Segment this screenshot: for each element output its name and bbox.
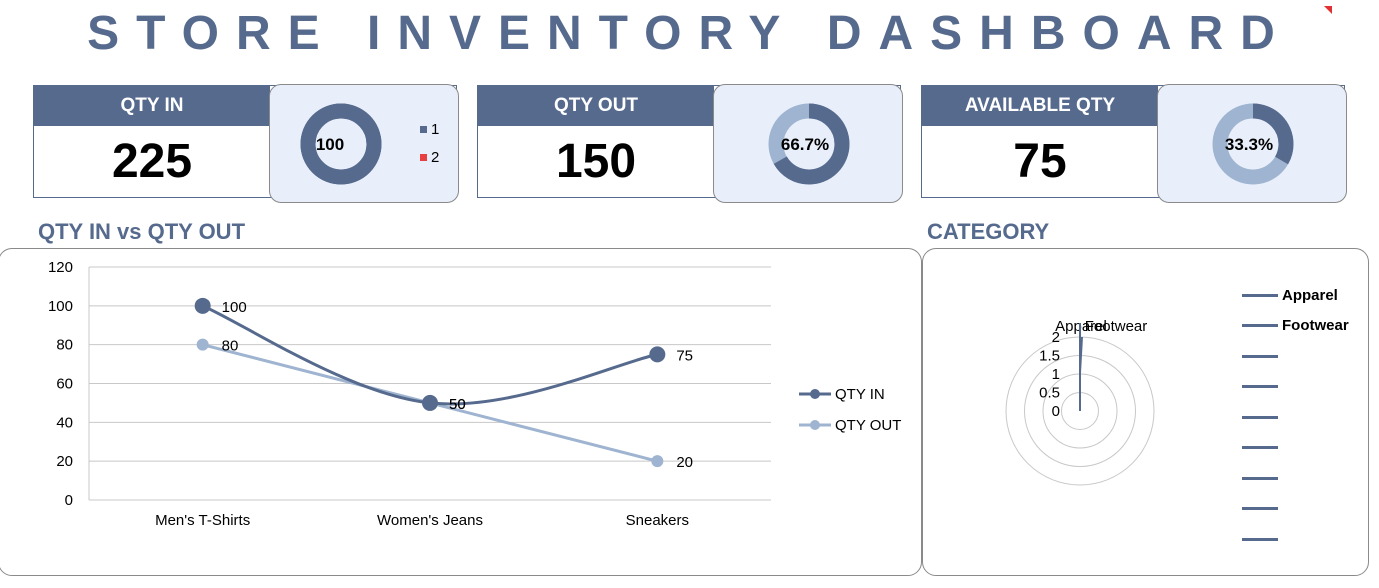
legend-swatch: [420, 126, 427, 133]
y-tick-label: 0: [65, 492, 73, 509]
category-legend-item: [1242, 402, 1349, 433]
legend-line: [1242, 415, 1278, 419]
category-legend-item: Apparel: [1242, 280, 1349, 311]
kpi-qty-out-label: QTY OUT: [478, 86, 714, 126]
donut-legend-item-2: 2: [420, 149, 439, 166]
donut-chart-qty-out: 66.7%: [768, 103, 850, 185]
donut-legend-item-1: 1: [420, 121, 439, 138]
donut-center-label: 33.3%: [1225, 135, 1273, 154]
category-legend-item: [1242, 494, 1349, 525]
legend-marker: [810, 389, 820, 399]
donut-card-qty-in[interactable]: 100 1 2: [269, 84, 459, 203]
radar-tick-label: 1.5: [1039, 348, 1060, 365]
legend-line: [1242, 293, 1278, 297]
donut-card-available-qty[interactable]: 33.3%: [1157, 84, 1347, 203]
legend-line: [1242, 476, 1278, 480]
kpi-qty-out-value: 150: [555, 135, 637, 188]
donut-center-label: 66.7%: [781, 135, 829, 154]
donut-card-qty-out[interactable]: 66.7%: [713, 84, 903, 203]
legend-line: [1242, 385, 1278, 389]
radar-tick-label: 0.5: [1039, 385, 1060, 402]
legend-line: [1242, 537, 1278, 541]
y-tick-label: 60: [56, 376, 73, 393]
y-tick-label: 100: [48, 298, 73, 315]
radar-tick-label: 0: [1052, 403, 1060, 420]
kpi-available-qty-value: 75: [1013, 135, 1067, 188]
donut-chart-available-qty: 33.3%: [1212, 103, 1294, 185]
donut-chart-qty-in: 100: [300, 103, 382, 185]
line-chart-panel[interactable]: 0 20 40 60 80 100 120 Men's T-Shirts Women's Je…: [0, 248, 922, 576]
category-legend-item: Footwear: [1242, 311, 1349, 342]
data-label: 80: [222, 338, 239, 355]
data-label: 75: [676, 347, 693, 364]
y-tick-label: 20: [56, 453, 73, 470]
legend-swatch: [420, 154, 427, 161]
legend-label: 1: [431, 121, 440, 138]
y-tick-label: 80: [56, 337, 73, 354]
data-label: 50: [449, 396, 466, 413]
x-tick-label: Men's T-Shirts: [155, 512, 250, 529]
donut-arc: [300, 103, 382, 185]
kpi-qty-in-value: 225: [111, 135, 193, 188]
legend-label: QTY OUT: [835, 417, 901, 434]
kpi-available-qty-label: AVAILABLE QTY: [922, 86, 1158, 126]
category-legend-item: [1242, 372, 1349, 403]
data-point: [649, 346, 666, 363]
kpi-qty-in-label: QTY IN: [34, 86, 270, 126]
legend-label: Footwear: [1282, 317, 1349, 335]
category-section-title: CATEGORY: [927, 219, 1050, 244]
legend-label: QTY IN: [835, 386, 885, 403]
data-label: 20: [676, 454, 693, 471]
comment-indicator-icon: [1324, 6, 1332, 14]
legend-line: [1242, 324, 1278, 328]
radar-series-line: [1079, 336, 1083, 374]
donut-arc: [1212, 103, 1294, 185]
x-tick-label: Sneakers: [626, 512, 689, 529]
data-point: [422, 394, 438, 411]
dashboard-title: STORE INVENTORY DASHBOARD: [87, 7, 1292, 60]
donut-arc: [768, 103, 850, 185]
category-legend-item: [1242, 341, 1349, 372]
radar-category-label: Footwear: [1085, 318, 1148, 335]
category-legend-item: [1242, 463, 1349, 494]
data-label: 100: [222, 299, 247, 316]
category-legend: Apparel Footwear: [1242, 280, 1349, 555]
category-legend-item: [1242, 524, 1349, 555]
donut-center-label: 100: [316, 135, 344, 154]
legend-label: 2: [431, 149, 440, 166]
series-line-qty-in: [202, 304, 658, 406]
legend-label: Apparel: [1282, 286, 1338, 304]
category-legend-item: [1242, 433, 1349, 464]
data-point: [651, 455, 664, 468]
category-chart-panel[interactable]: 00.5 11.5 2 Apparel Footwear: [922, 248, 1369, 576]
line-chart: 0 20 40 60 80 100 120 Men's T-Shirts Women's Je…: [48, 259, 901, 529]
radar-tick-label: 1: [1052, 366, 1060, 383]
data-label: 50: [449, 396, 466, 413]
legend-line: [1242, 507, 1278, 511]
y-tick-label: 40: [56, 414, 73, 431]
legend-marker: [810, 420, 820, 430]
data-point: [194, 297, 211, 314]
y-tick-label: 120: [48, 259, 73, 276]
legend-line: [1242, 354, 1278, 358]
legend-line: [1242, 446, 1278, 450]
radar-tick-label: 2: [1052, 329, 1060, 346]
data-point: [196, 338, 209, 351]
line-chart-section-title: QTY IN vs QTY OUT: [38, 219, 246, 244]
x-tick-label: Women's Jeans: [377, 512, 483, 529]
